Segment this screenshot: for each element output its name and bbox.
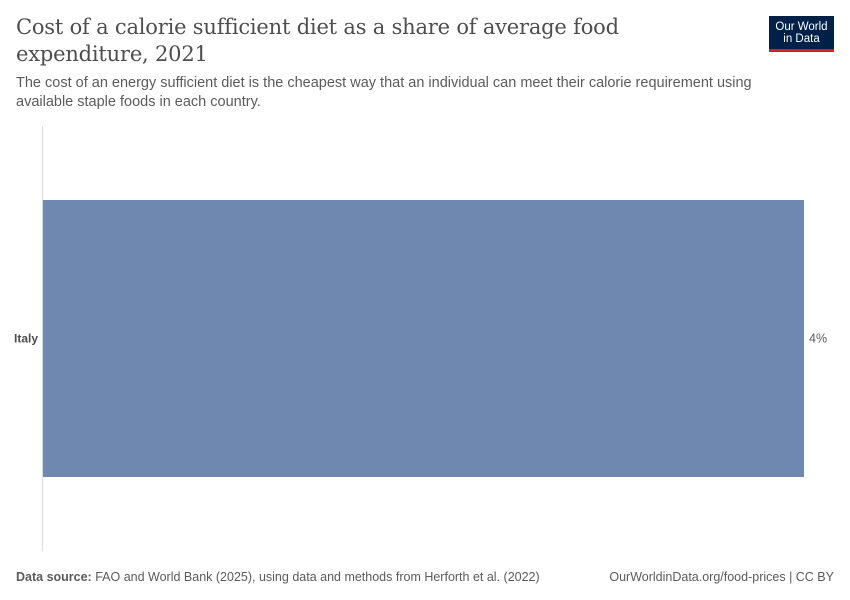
footer: Data source: FAO and World Bank (2025), … — [16, 569, 834, 585]
source-label: Data source: — [16, 570, 92, 584]
source-text[interactable]: FAO and World Bank (2025), using data an… — [95, 570, 540, 584]
category-label: Italy — [14, 332, 38, 346]
footer-url[interactable]: OurWorldinData.org/food-prices | CC BY — [609, 570, 834, 584]
logo-line-2: in Data — [783, 33, 820, 45]
bar-italy[interactable] — [43, 200, 804, 477]
value-label: 4% — [809, 332, 827, 346]
logo-line-1: Our World — [775, 21, 828, 33]
owid-logo[interactable]: Our World in Data — [769, 16, 834, 52]
chart-title: Cost of a calorie sufficient diet as a s… — [16, 15, 619, 66]
chart-subtitle: The cost of an energy sufficient diet is… — [16, 75, 752, 110]
bars-group: Italy 4% — [14, 200, 827, 477]
